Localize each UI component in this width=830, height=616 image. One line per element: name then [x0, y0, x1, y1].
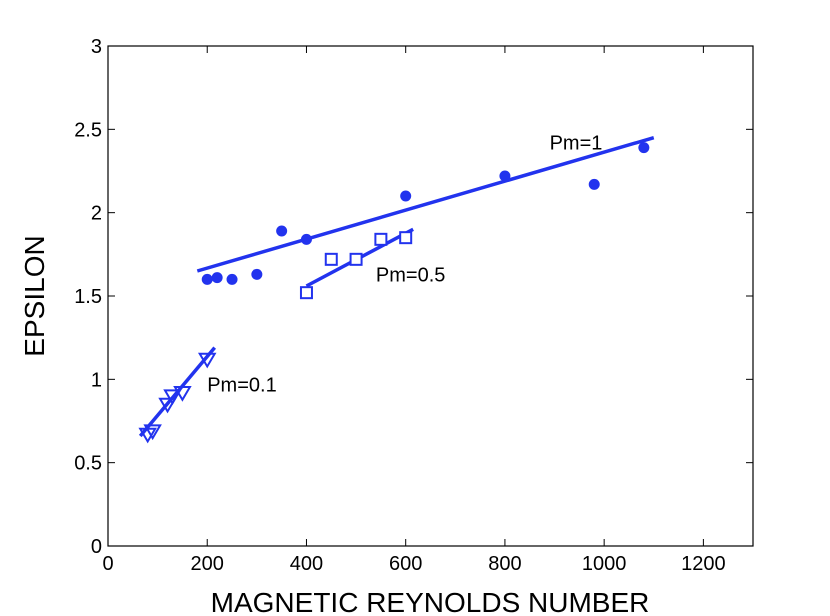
data-point-square — [324, 252, 338, 266]
series-labels: Pm=1 Pm=0.5 Pm=0.1 — [207, 133, 602, 397]
data-markers — [138, 142, 650, 444]
y-tick-label: 2 — [91, 203, 102, 225]
series-label: Pm=1 — [550, 133, 603, 155]
data-point-triangle — [143, 424, 162, 441]
x-tick-label: 1000 — [582, 553, 627, 575]
data-point-circle — [251, 268, 263, 280]
data-point-circle — [276, 225, 288, 237]
data-point-square — [374, 232, 388, 246]
y-tick-label: 1 — [91, 369, 102, 391]
data-point-circle — [499, 170, 511, 182]
data-point-circle — [211, 272, 223, 284]
y-tick-label: 0.5 — [74, 453, 102, 475]
data-point-square — [299, 286, 313, 300]
data-point-circle — [226, 273, 238, 285]
x-tick-label: 800 — [488, 553, 521, 575]
x-tick-label: 400 — [290, 553, 323, 575]
data-point-circle — [201, 273, 213, 285]
plot-frame — [107, 45, 754, 547]
data-point-square — [349, 252, 363, 266]
y-tick-label: 3 — [91, 36, 102, 58]
data-point-triangle — [158, 397, 177, 414]
data-point-circle — [400, 190, 412, 202]
x-tick-label: 1200 — [681, 553, 726, 575]
series-label: Pm=0.5 — [376, 264, 445, 286]
x-axis-title: MAGNETIC REYNOLDS NUMBER — [211, 587, 650, 616]
x-tick-label: 200 — [191, 553, 224, 575]
y-tick-label: 2.5 — [74, 119, 102, 141]
axis-ticks: 0 200 400 600 800 1000 1200 0 0.5 1 1.5 2 2.5 3 — [74, 36, 753, 575]
x-tick-label: 600 — [389, 553, 422, 575]
y-axis-title: EPSILON — [19, 235, 50, 356]
x-tick-label: 0 — [102, 553, 113, 575]
fit-line-series-0 — [196, 135, 655, 273]
y-tick-label: 0 — [91, 536, 102, 558]
y-tick-label: 1.5 — [74, 286, 102, 308]
data-point-triangle — [163, 389, 182, 406]
data-point-circle — [588, 178, 600, 190]
data-point-circle — [638, 142, 650, 154]
data-point-square — [399, 231, 413, 245]
data-point-circle — [300, 233, 312, 245]
data-point-triangle — [173, 386, 192, 402]
data-point-triangle — [197, 352, 217, 369]
series-label: Pm=0.1 — [207, 374, 276, 396]
